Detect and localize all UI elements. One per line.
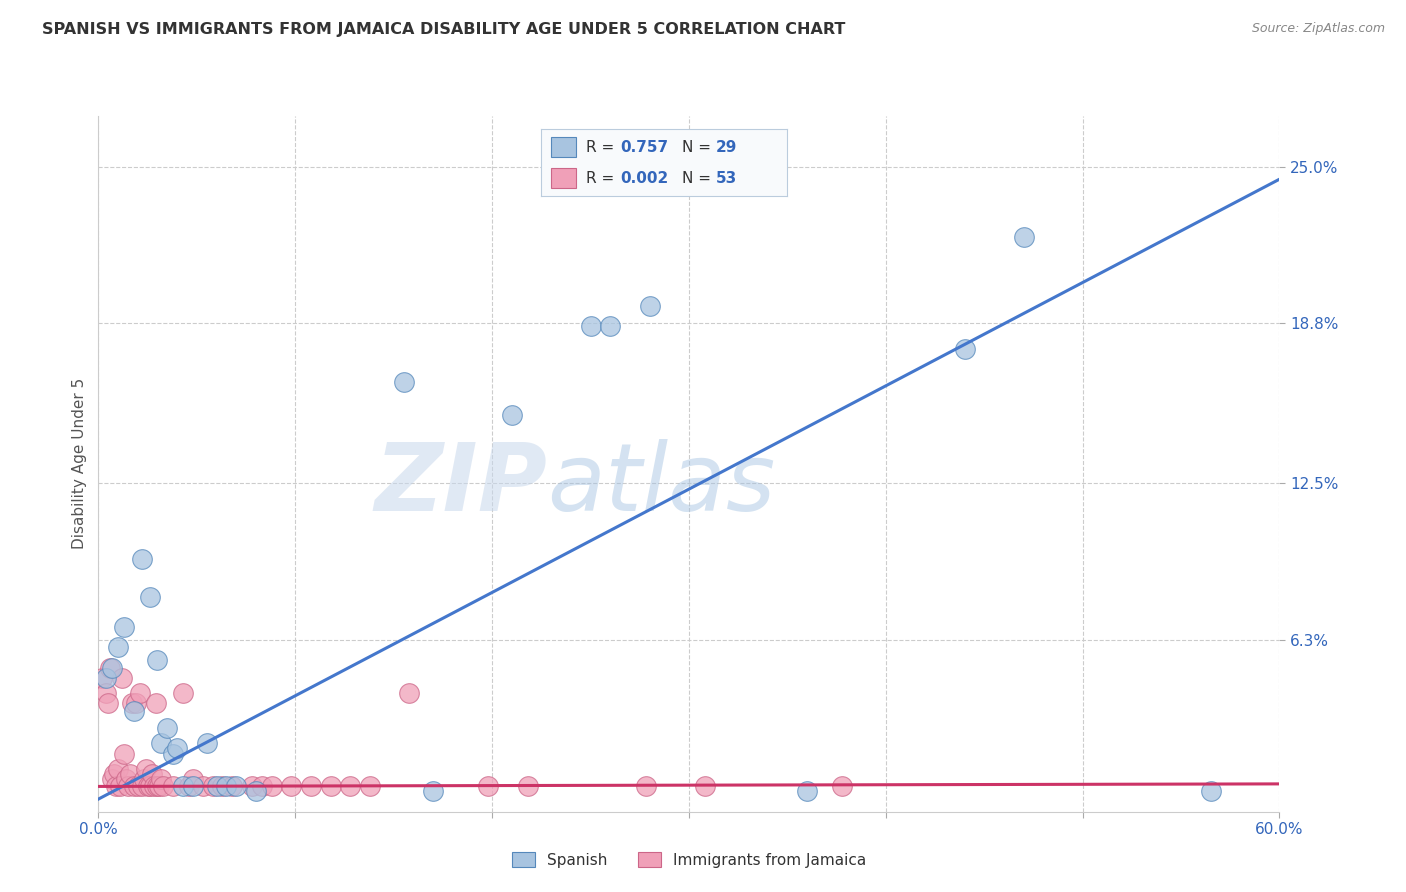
Point bbox=[136, 780, 159, 794]
Point bbox=[98, 660, 121, 674]
Text: Source: ZipAtlas.com: Source: ZipAtlas.com bbox=[1251, 22, 1385, 36]
Point bbox=[398, 686, 420, 700]
Point bbox=[831, 780, 853, 794]
Point bbox=[118, 766, 141, 780]
Point bbox=[191, 780, 214, 794]
Point bbox=[319, 780, 342, 794]
Text: 0.757: 0.757 bbox=[620, 140, 668, 155]
Point bbox=[152, 780, 174, 794]
Point bbox=[131, 780, 153, 794]
Text: ZIP: ZIP bbox=[374, 439, 547, 531]
Point bbox=[135, 762, 157, 776]
Point bbox=[105, 780, 128, 794]
Point bbox=[638, 299, 661, 313]
Legend: Spanish, Immigrants from Jamaica: Spanish, Immigrants from Jamaica bbox=[506, 846, 872, 873]
Point bbox=[260, 780, 283, 794]
Point bbox=[225, 780, 247, 794]
Point bbox=[201, 780, 224, 794]
Point bbox=[215, 780, 238, 794]
Y-axis label: Disability Age Under 5: Disability Age Under 5 bbox=[72, 378, 87, 549]
Point bbox=[240, 780, 263, 794]
Text: atlas: atlas bbox=[547, 439, 776, 530]
Point bbox=[501, 408, 523, 422]
Point bbox=[150, 772, 173, 786]
Point bbox=[392, 375, 415, 389]
Point bbox=[693, 780, 716, 794]
Point bbox=[122, 704, 145, 718]
Point bbox=[101, 660, 124, 674]
Point bbox=[1012, 230, 1035, 244]
Point bbox=[122, 780, 145, 794]
Point bbox=[142, 780, 165, 794]
Text: R =: R = bbox=[586, 140, 619, 155]
FancyBboxPatch shape bbox=[551, 137, 576, 157]
Point bbox=[205, 780, 228, 794]
Point bbox=[96, 671, 118, 685]
Point bbox=[162, 747, 184, 761]
Point bbox=[112, 620, 135, 634]
Point bbox=[245, 784, 267, 798]
Point bbox=[166, 741, 188, 756]
Point bbox=[141, 766, 163, 780]
Point bbox=[177, 780, 200, 794]
Text: 29: 29 bbox=[716, 140, 737, 155]
Point bbox=[115, 772, 138, 786]
Point bbox=[359, 780, 381, 794]
Point bbox=[138, 590, 160, 604]
Point bbox=[107, 762, 129, 776]
Point bbox=[195, 736, 218, 750]
Point bbox=[117, 780, 139, 794]
Text: N =: N = bbox=[682, 170, 716, 186]
Point bbox=[181, 780, 204, 794]
Text: R =: R = bbox=[586, 170, 619, 186]
Point bbox=[96, 686, 118, 700]
Point bbox=[97, 696, 120, 710]
Point bbox=[145, 696, 167, 710]
Point bbox=[125, 696, 148, 710]
Point bbox=[91, 671, 114, 685]
Point bbox=[146, 653, 169, 667]
Point bbox=[299, 780, 322, 794]
Point bbox=[146, 780, 169, 794]
Point bbox=[181, 772, 204, 786]
Point bbox=[280, 780, 302, 794]
Point bbox=[477, 780, 499, 794]
Point bbox=[112, 747, 135, 761]
Point bbox=[599, 318, 621, 333]
Point bbox=[953, 342, 976, 356]
Point bbox=[211, 780, 233, 794]
Point bbox=[422, 784, 444, 798]
Point bbox=[339, 780, 361, 794]
Point bbox=[172, 686, 194, 700]
Point bbox=[162, 780, 184, 794]
Point bbox=[127, 780, 149, 794]
Point bbox=[579, 318, 602, 333]
Point bbox=[103, 766, 125, 780]
Point bbox=[634, 780, 657, 794]
Point bbox=[101, 772, 124, 786]
Point bbox=[150, 736, 173, 750]
Text: 0.002: 0.002 bbox=[620, 170, 668, 186]
Point bbox=[1199, 784, 1222, 798]
FancyBboxPatch shape bbox=[551, 169, 576, 188]
Text: N =: N = bbox=[682, 140, 716, 155]
Point bbox=[516, 780, 538, 794]
Point bbox=[250, 780, 273, 794]
Point bbox=[111, 671, 134, 685]
Point bbox=[121, 696, 143, 710]
Point bbox=[796, 784, 818, 798]
Point bbox=[108, 780, 131, 794]
Point bbox=[148, 780, 170, 794]
Point bbox=[128, 686, 150, 700]
Point bbox=[107, 640, 129, 655]
Point bbox=[221, 780, 243, 794]
Point bbox=[132, 772, 155, 786]
Text: SPANISH VS IMMIGRANTS FROM JAMAICA DISABILITY AGE UNDER 5 CORRELATION CHART: SPANISH VS IMMIGRANTS FROM JAMAICA DISAB… bbox=[42, 22, 845, 37]
Point bbox=[156, 721, 179, 735]
Point bbox=[172, 780, 194, 794]
Text: 53: 53 bbox=[716, 170, 737, 186]
Point bbox=[131, 551, 153, 566]
Point bbox=[138, 780, 160, 794]
